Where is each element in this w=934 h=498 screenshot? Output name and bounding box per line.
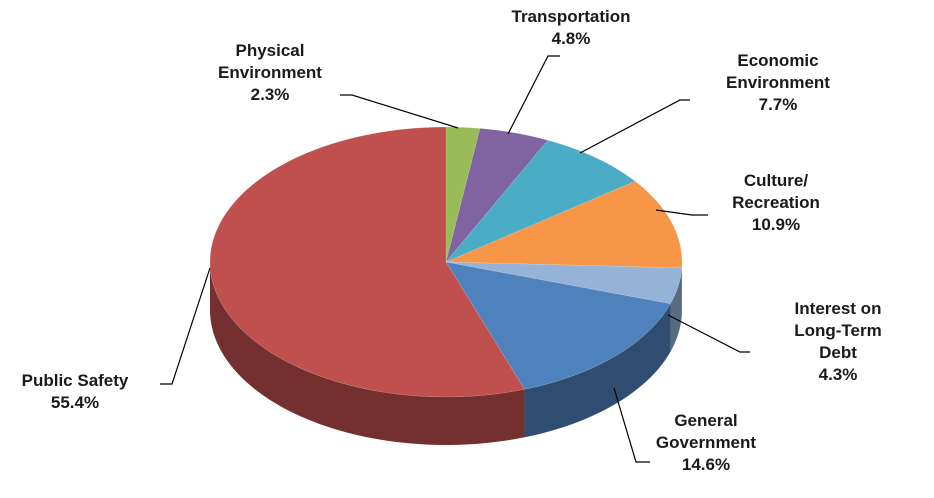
leader-line [667, 314, 750, 353]
category-label: Interest on Long-Term Debt [794, 299, 882, 362]
slice-label: Culture/ Recreation 10.9% [732, 170, 820, 236]
leader-line [613, 387, 650, 463]
leader-line [340, 94, 459, 129]
value-label: 7.7% [758, 95, 798, 114]
slice-label: Economic Environment 7.7% [726, 50, 830, 116]
slice-label: Transportation 4.8% [511, 6, 630, 50]
slice [209, 126, 525, 398]
category-label: Economic Environment [726, 51, 830, 92]
leader-line [579, 99, 690, 154]
slice [445, 139, 636, 263]
slice-label: Interest on Long-Term Debt 4.3% [790, 298, 886, 386]
leader-line [655, 209, 708, 216]
slice-side [524, 303, 671, 438]
category-label: General Government [655, 411, 757, 452]
value-label: 10.9% [751, 215, 801, 234]
slice-side [210, 262, 525, 445]
slice-label: Public Safety 55.4% [22, 370, 129, 414]
value-label: 4.3% [818, 365, 858, 384]
category-label: Public Safety [21, 371, 129, 390]
value-label: 2.3% [250, 85, 290, 104]
category-label: Culture/ Recreation [732, 171, 820, 212]
value-label: 55.4% [50, 393, 100, 412]
category-label: Physical Environment [218, 41, 322, 82]
leader-line [160, 267, 211, 385]
leader-line [507, 55, 560, 135]
slice-label: General Government 14.6% [656, 410, 756, 476]
slice [445, 126, 481, 263]
category-label: Transportation [511, 7, 631, 26]
slice [445, 261, 683, 304]
value-label: 4.8% [551, 29, 591, 48]
slice [445, 128, 549, 263]
slice [445, 261, 671, 390]
value-label: 14.6% [681, 455, 731, 474]
slice-side [670, 267, 682, 352]
slice [445, 180, 683, 269]
slice-label: Physical Environment 2.3% [218, 40, 322, 106]
